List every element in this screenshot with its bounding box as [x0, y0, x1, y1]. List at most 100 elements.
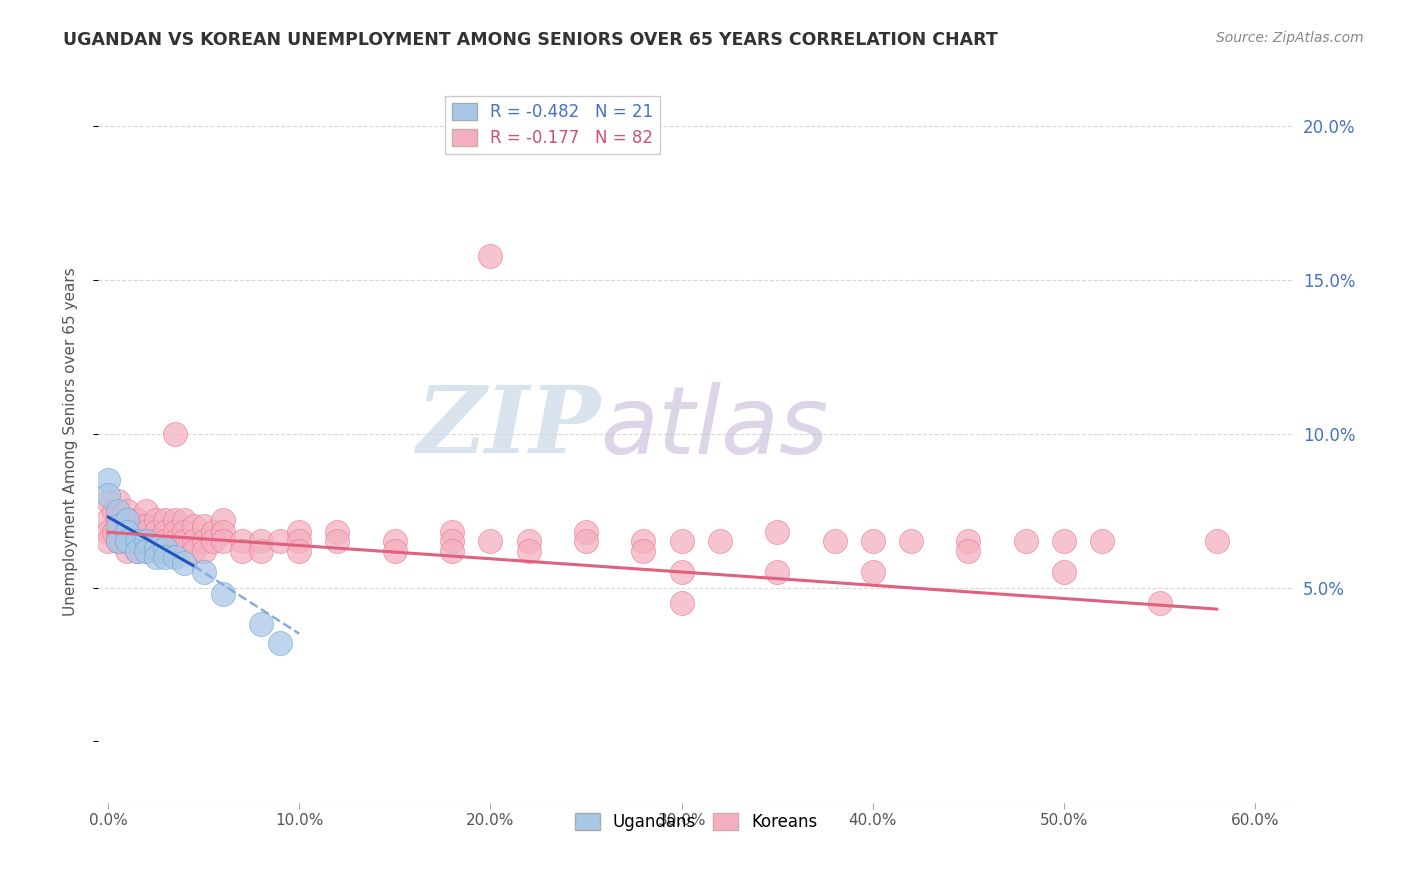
Point [193, 534, 215, 549]
Point [97, 525, 120, 540]
Point [326, 525, 349, 540]
Text: UGANDAN VS KOREAN UNEMPLOYMENT AMONG SENIORS OVER 65 YEARS CORRELATION CHART: UGANDAN VS KOREAN UNEMPLOYMENT AMONG SEN… [63, 31, 998, 49]
Point [211, 587, 233, 601]
Point [155, 549, 177, 564]
Point [155, 525, 177, 540]
Point [145, 543, 167, 558]
Point [250, 534, 273, 549]
Point [517, 543, 540, 558]
Point [211, 534, 233, 549]
Point [441, 534, 464, 549]
Point [135, 504, 157, 518]
Point [155, 541, 177, 555]
Point [862, 565, 884, 579]
Point [479, 248, 502, 262]
Point [441, 543, 464, 558]
Point [1015, 534, 1038, 549]
Point [145, 549, 167, 564]
Point [125, 525, 148, 540]
Point [957, 543, 980, 558]
Text: atlas: atlas [600, 382, 828, 473]
Point [120, 534, 142, 549]
Point [231, 534, 253, 549]
Point [115, 534, 138, 549]
Point [1053, 565, 1076, 579]
Point [97, 488, 120, 502]
Point [183, 534, 205, 549]
Point [173, 534, 195, 549]
Point [155, 513, 177, 527]
Y-axis label: Unemployment Among Seniors over 65 years: Unemployment Among Seniors over 65 years [63, 268, 77, 615]
Point [193, 565, 215, 579]
Point [211, 513, 233, 527]
Point [125, 513, 148, 527]
Point [125, 534, 148, 549]
Point [115, 504, 138, 518]
Point [163, 513, 186, 527]
Point [269, 636, 291, 650]
Point [135, 543, 157, 558]
Point [125, 543, 148, 558]
Point [193, 519, 215, 533]
Point [766, 565, 789, 579]
Point [633, 534, 655, 549]
Point [145, 541, 167, 555]
Point [211, 525, 233, 540]
Point [1053, 534, 1076, 549]
Point [107, 504, 129, 518]
Point [384, 534, 406, 549]
Point [1149, 596, 1171, 610]
Point [97, 494, 120, 508]
Point [135, 519, 157, 533]
Point [250, 617, 273, 632]
Point [115, 525, 138, 540]
Point [125, 543, 148, 558]
Point [115, 513, 138, 527]
Point [107, 494, 129, 508]
Point [145, 525, 167, 540]
Point [193, 543, 215, 558]
Point [671, 596, 693, 610]
Point [103, 504, 125, 518]
Point [671, 565, 693, 579]
Point [163, 534, 186, 549]
Point [575, 525, 598, 540]
Point [862, 534, 884, 549]
Legend: Ugandans, Koreans: Ugandans, Koreans [568, 806, 824, 838]
Point [173, 525, 195, 540]
Point [173, 513, 195, 527]
Point [145, 513, 167, 527]
Point [326, 534, 349, 549]
Point [202, 525, 225, 540]
Point [115, 513, 138, 527]
Point [135, 543, 157, 558]
Point [97, 473, 120, 487]
Point [97, 513, 120, 527]
Point [183, 519, 205, 533]
Point [957, 534, 980, 549]
Point [107, 534, 129, 549]
Text: Source: ZipAtlas.com: Source: ZipAtlas.com [1216, 31, 1364, 45]
Point [288, 534, 311, 549]
Point [1206, 534, 1229, 549]
Point [115, 543, 138, 558]
Point [135, 534, 157, 549]
Point [110, 519, 132, 533]
Point [103, 525, 125, 540]
Point [173, 556, 195, 570]
Point [384, 543, 406, 558]
Point [131, 519, 153, 533]
Point [107, 519, 129, 533]
Point [766, 525, 789, 540]
Point [115, 534, 138, 549]
Point [633, 543, 655, 558]
Point [145, 534, 167, 549]
Point [155, 543, 177, 558]
Point [250, 543, 273, 558]
Text: ZIP: ZIP [416, 382, 600, 472]
Point [120, 519, 142, 533]
Point [163, 549, 186, 564]
Point [135, 525, 157, 540]
Point [163, 525, 186, 540]
Point [115, 525, 138, 540]
